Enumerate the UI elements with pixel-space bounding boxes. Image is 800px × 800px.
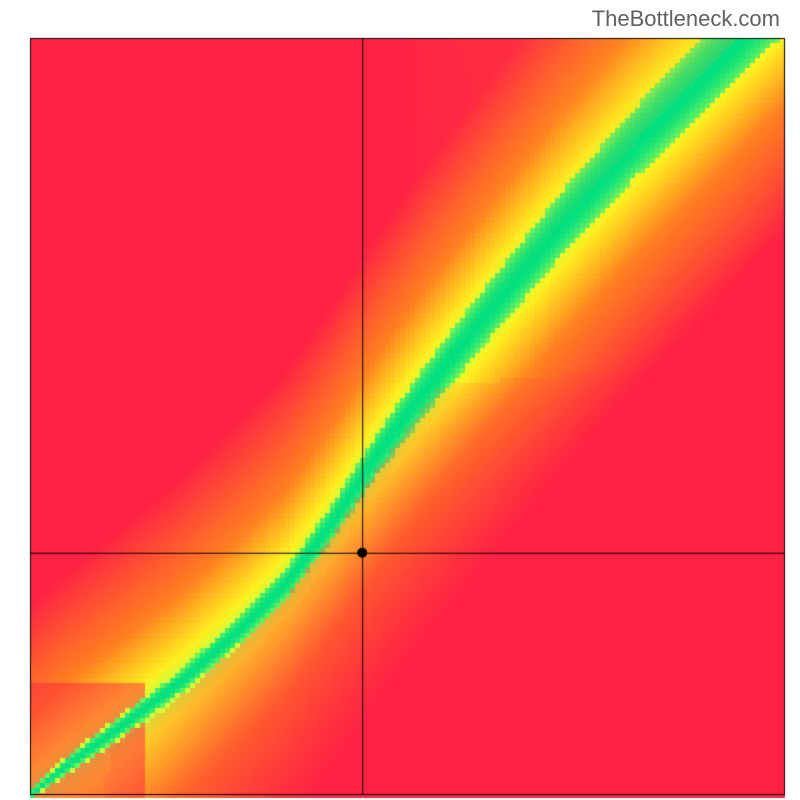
- heatmap-canvas: [0, 0, 800, 800]
- watermark-text: TheBottleneck.com: [592, 6, 780, 32]
- chart-container: TheBottleneck.com: [0, 0, 800, 800]
